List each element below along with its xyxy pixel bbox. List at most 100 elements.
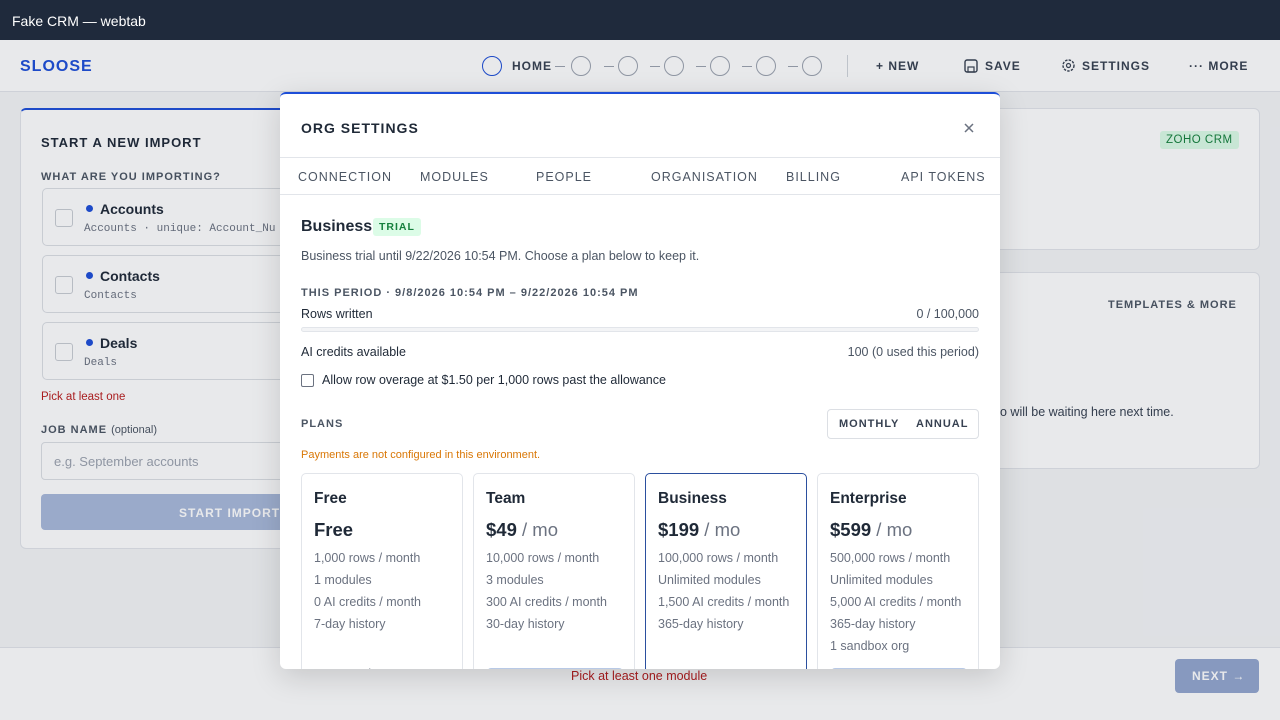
tab[interactable]: MODULES (420, 170, 489, 184)
overage-checkbox[interactable] (301, 374, 314, 387)
modal: ORG SETTINGS CONNECTION MODULES PEOPLE ORGA… (280, 92, 1000, 669)
module-dot (86, 205, 93, 212)
plan-feature: 1 sandbox org (830, 639, 910, 653)
monthly-option[interactable]: MONTHLY (839, 418, 900, 430)
plan-feature: 0 AI credits / month (314, 595, 421, 609)
job-label: JOB NAME (optional) (41, 424, 157, 436)
save-icon (964, 59, 978, 73)
module-option[interactable]: Accounts Accounts · unique: Account_Nu (42, 188, 302, 246)
plan-feature: Unlimited modules (658, 573, 761, 587)
plan-feature: 500,000 rows / month (830, 551, 951, 565)
plan-title: Free (314, 490, 347, 507)
import-card: START A NEW IMPORT WHAT ARE YOU IMPORTIN… (20, 108, 320, 549)
tab[interactable]: BILLING (786, 170, 841, 184)
step-icon[interactable] (664, 56, 684, 76)
home-label[interactable]: HOME (512, 59, 552, 73)
tab[interactable]: API TOKENS (901, 170, 986, 184)
plan-feature: 5,000 AI credits / month (830, 595, 962, 609)
step-connector (742, 66, 752, 67)
divider (847, 55, 848, 77)
modal-title: ORG SETTINGS (301, 120, 419, 136)
plan-card: Team $49 / mo 10,000 rows / month 3 modules… (473, 473, 635, 669)
plan-button[interactable] (487, 668, 623, 669)
plan-price: $599 / mo (830, 519, 912, 541)
templates-link[interactable]: TEMPLATES & MORE (1108, 299, 1237, 311)
price-amount: Free (314, 519, 354, 540)
module-detail: Deals (84, 357, 118, 369)
side-card-bottom (980, 272, 1260, 469)
annual-option[interactable]: ANNUAL (916, 418, 969, 430)
step-icon[interactable] (571, 56, 591, 76)
module-detail: Contacts (84, 290, 137, 302)
credits-label: AI credits available (301, 345, 406, 359)
plan-name: Business (301, 218, 373, 235)
overage-label: Allow row overage at $1.50 per 1,000 row… (322, 373, 666, 387)
save-button[interactable]: SAVE (985, 59, 1021, 73)
settings-button[interactable]: SETTINGS (1082, 59, 1151, 73)
plan-card: Business $199 / mo 100,000 rows / month Unl… (645, 473, 807, 669)
plan-title: Team (486, 490, 526, 507)
close-button[interactable] (963, 122, 975, 134)
step-icon[interactable] (482, 56, 502, 76)
step-connector (696, 66, 706, 67)
plan-title: Business (658, 490, 727, 507)
rows-label: Rows written (301, 307, 373, 321)
price-amount: $49 (486, 519, 517, 540)
job-optional: (optional) (111, 424, 157, 436)
plan-feature: Unlimited modules (830, 573, 933, 587)
start-import-button[interactable] (41, 494, 311, 530)
step-icon[interactable] (710, 56, 730, 76)
job-placeholder: e.g. September accounts (54, 454, 199, 469)
next-label: NEXT → (1192, 669, 1246, 683)
title-bar (0, 0, 1280, 40)
credits-value: 100 (0 used this period) (847, 345, 979, 359)
plan-button[interactable] (831, 668, 967, 669)
plan-feature: 7-day history (314, 617, 386, 631)
module-checkbox[interactable] (55, 276, 73, 294)
module-checkbox[interactable] (55, 343, 73, 361)
plan-status: Current plan (314, 666, 386, 669)
more-button[interactable]: ··· MORE (1189, 59, 1249, 73)
step-connector (604, 66, 614, 67)
price-period: / mo (876, 519, 913, 540)
step-icon[interactable] (756, 56, 776, 76)
payments-note: Payments are not configured in this envi… (301, 449, 541, 461)
trial-badge: TRIAL (373, 218, 421, 236)
module-checkbox[interactable] (55, 209, 73, 227)
plan-title: Enterprise (830, 490, 907, 507)
plan-price: $49 / mo (486, 519, 558, 541)
step-connector (555, 66, 565, 67)
module-dot (86, 272, 93, 279)
logo[interactable]: SLOOSE (20, 58, 93, 75)
zoho-badge: ZOHO CRM (1160, 131, 1239, 149)
price-amount: $199 (658, 519, 700, 540)
module-option[interactable]: Deals Deals (42, 322, 302, 380)
tab[interactable]: PEOPLE (536, 170, 593, 184)
plan-feature: 30-day history (486, 617, 565, 631)
tab[interactable]: CONNECTION (298, 170, 393, 184)
module-dot (86, 339, 93, 346)
plan-feature: 3 modules (486, 573, 544, 587)
trial-note: Business trial until 9/22/2026 10:54 PM.… (301, 249, 700, 263)
plan-feature: 100,000 rows / month (658, 551, 779, 565)
next-button[interactable] (1175, 659, 1259, 693)
settings-icon (1062, 59, 1075, 72)
plans-label: PLANS (301, 418, 344, 430)
new-button[interactable]: + NEW (876, 59, 920, 73)
step-icon[interactable] (618, 56, 638, 76)
tab[interactable]: ORGANISATION (651, 170, 758, 184)
step-icon[interactable] (802, 56, 822, 76)
rows-progress (301, 327, 979, 332)
window-title: Fake CRM — webtab (12, 13, 146, 29)
module-name: Accounts (100, 201, 164, 217)
step-connector (650, 66, 660, 67)
plan-feature: 1,000 rows / month (314, 551, 421, 565)
footer-error: Pick at least one module (571, 669, 708, 683)
plan-price: Free (314, 519, 353, 541)
price-period: / mo (522, 519, 558, 540)
plan-feature: 300 AI credits / month (486, 595, 607, 609)
start-import-label: START IMPORT (179, 506, 281, 520)
plan-feature: 10,000 rows / month (486, 551, 600, 565)
period: THIS PERIOD · 9/8/2026 10:54 PM – 9/22/2… (301, 287, 639, 299)
